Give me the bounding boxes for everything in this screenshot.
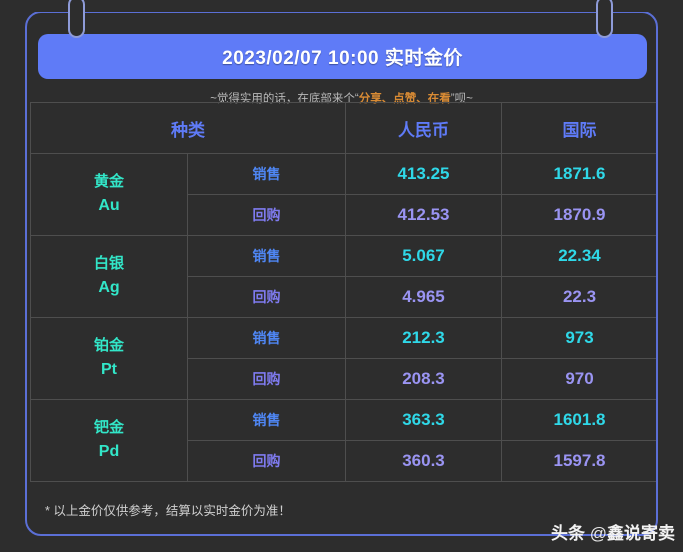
value-cny-sell: 363.3: [345, 399, 502, 441]
binder-ring-left-icon: [68, 0, 85, 38]
type-label-sell: 销售: [187, 235, 346, 277]
type-label-buy: 回购: [187, 440, 346, 482]
metal-name-zh: 钯金: [93, 419, 124, 437]
disclaimer-note: * 以上金价仅供参考，结算以实时金价为准！: [45, 504, 291, 518]
type-label-sell: 销售: [187, 153, 346, 195]
table-row: 白银 Ag 销售 5.067 22.34: [30, 235, 656, 318]
title-banner: 2023/02/07 10:00 实时金价: [38, 34, 647, 79]
value-cny-buy: 4.965: [345, 276, 502, 318]
metal-name-zh: 白银: [93, 255, 124, 273]
value-cny-sell: 5.067: [345, 235, 502, 277]
value-intl-sell: 1601.8: [501, 399, 656, 441]
metal-symbol: Au: [98, 196, 120, 214]
type-label-buy: 回购: [187, 276, 346, 318]
metal-symbol: Pd: [98, 442, 120, 460]
page-title: 2023/02/07 10:00 实时金价: [222, 48, 463, 69]
metal-symbol: Ag: [98, 278, 120, 296]
price-card: 2023/02/07 10:00 实时金价 ~觉得实用的话，在底部来个“分享、点…: [25, 11, 658, 536]
binder-ring-right-icon: [596, 0, 613, 38]
column-header-category: 种类: [30, 102, 346, 154]
metal-symbol: Pt: [101, 360, 117, 378]
binder-strip: [0, 0, 683, 12]
value-intl-buy: 1870.9: [501, 194, 656, 236]
table-row: 黄金 Au 销售 413.25 1871.6: [30, 153, 656, 236]
watermark-at-symbol: @: [589, 524, 607, 543]
value-cny-sell: 413.25: [345, 153, 502, 195]
value-cny-sell: 212.3: [345, 317, 502, 359]
value-intl-sell: 973: [501, 317, 656, 359]
watermark: 头条 @鑫说寄卖: [551, 519, 675, 544]
table-row: 铂金 Pt 销售 212.3 973: [30, 317, 656, 400]
type-label-sell: 销售: [187, 399, 346, 441]
value-intl-sell: 1871.6: [501, 153, 656, 195]
table-row: 回购 208.3 970: [31, 358, 656, 400]
value-intl-buy: 970: [501, 358, 656, 400]
type-label-sell: 销售: [187, 317, 346, 359]
table-row: 回购 360.3 1597.8: [31, 440, 656, 482]
table-row: 回购 4.965 22.3: [31, 276, 656, 318]
column-header-cny: 人民币: [345, 102, 502, 154]
watermark-account: 鑫说寄卖: [607, 524, 675, 543]
type-label-buy: 回购: [187, 194, 346, 236]
metal-name-zh: 黄金: [93, 173, 124, 191]
metal-name-zh: 铂金: [93, 337, 124, 355]
metal-category-palladium: 钯金 Pd: [30, 399, 188, 482]
metal-category-silver: 白银 Ag: [30, 235, 188, 318]
metal-category-platinum: 铂金 Pt: [30, 317, 188, 400]
column-header-international: 国际: [501, 102, 656, 154]
value-intl-sell: 22.34: [501, 235, 656, 277]
watermark-source: 头条: [551, 524, 585, 543]
metal-category-gold: 黄金 Au: [30, 153, 188, 236]
price-table: 种类 人民币 国际 黄金 Au 销售 413.25 1871.6 回购: [30, 102, 656, 482]
type-label-buy: 回购: [187, 358, 346, 400]
value-cny-buy: 412.53: [345, 194, 502, 236]
table-header-row: 种类 人民币 国际: [30, 102, 656, 154]
value-intl-buy: 22.3: [501, 276, 656, 318]
value-cny-buy: 360.3: [345, 440, 502, 482]
value-cny-buy: 208.3: [345, 358, 502, 400]
table-row: 钯金 Pd 销售 363.3 1601.8: [30, 399, 656, 482]
value-intl-buy: 1597.8: [501, 440, 656, 482]
